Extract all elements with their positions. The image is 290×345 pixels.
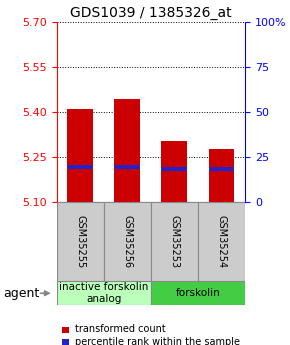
Text: GSM35254: GSM35254	[217, 215, 226, 268]
Bar	[67, 166, 93, 169]
Bar	[162, 140, 187, 202]
Bar	[114, 166, 140, 169]
Bar	[57, 281, 151, 305]
Bar	[151, 281, 245, 305]
Bar	[209, 149, 234, 202]
Text: GSM35256: GSM35256	[122, 215, 132, 268]
Text: inactive forskolin
analog: inactive forskolin analog	[59, 283, 148, 304]
Text: percentile rank within the sample: percentile rank within the sample	[75, 337, 240, 345]
Bar	[162, 167, 187, 171]
Text: forskolin: forskolin	[175, 288, 220, 298]
Bar	[67, 109, 93, 202]
Bar	[62, 327, 69, 333]
Bar	[104, 202, 151, 281]
Text: GSM35253: GSM35253	[169, 215, 179, 268]
Bar	[209, 167, 234, 171]
Title: GDS1039 / 1385326_at: GDS1039 / 1385326_at	[70, 6, 232, 20]
Bar	[151, 202, 198, 281]
Bar	[198, 202, 245, 281]
Bar	[57, 202, 104, 281]
Bar	[62, 339, 69, 345]
Text: GSM35255: GSM35255	[75, 215, 85, 268]
Bar	[114, 99, 140, 202]
Text: transformed count: transformed count	[75, 325, 165, 334]
Text: agent: agent	[3, 287, 39, 300]
